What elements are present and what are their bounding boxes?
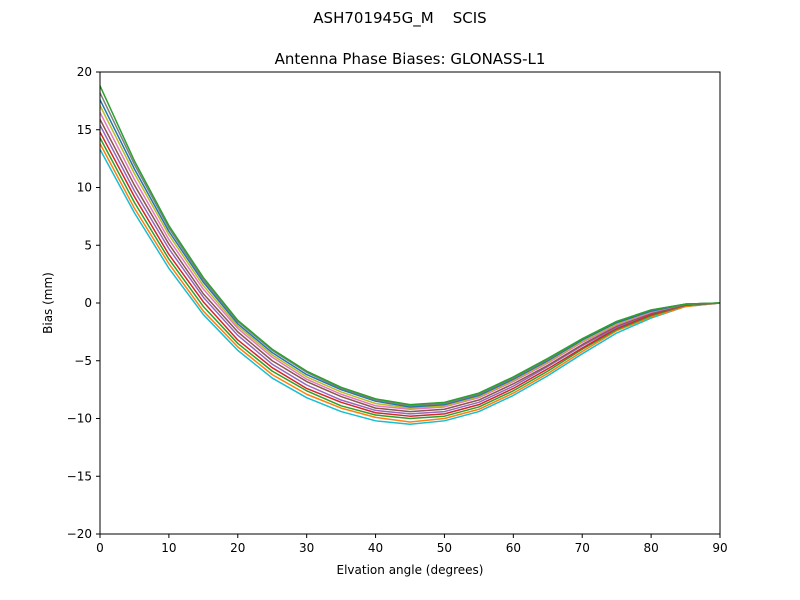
x-tick-label: 40: [368, 541, 383, 555]
series-line-7: [99, 112, 721, 411]
series-line-5: [99, 124, 721, 415]
y-tick-label: 5: [84, 238, 92, 252]
series-line-10: [99, 92, 721, 407]
plot-frame: [99, 71, 721, 535]
x-tick-label: 80: [643, 541, 658, 555]
series-line-3: [99, 137, 721, 420]
x-tick-label: 90: [712, 541, 727, 555]
series-line-2: [99, 143, 721, 423]
series-line-9: [99, 99, 721, 408]
y-tick-label: −5: [74, 354, 92, 368]
x-tick-label: 60: [506, 541, 521, 555]
series-line-4: [99, 131, 721, 417]
series-layer: [99, 85, 721, 426]
chart-title: Antenna Phase Biases: GLONASS-L1: [275, 50, 546, 68]
series-line-8: [99, 105, 721, 409]
y-tick-label: 15: [77, 123, 92, 137]
x-tick-label: 0: [96, 541, 104, 555]
x-axis-label: Elvation angle (degrees): [337, 563, 484, 577]
series-line-11: [99, 85, 721, 406]
x-tick-label: 20: [230, 541, 245, 555]
y-axis-label: Bias (mm): [41, 272, 55, 334]
y-tick-label: −15: [67, 469, 92, 483]
y-tick-label: 10: [77, 181, 92, 195]
x-tick-label: 50: [437, 541, 452, 555]
x-tick-label: 10: [161, 541, 176, 555]
x-tick-label: 30: [299, 541, 314, 555]
x-tick-label: 70: [575, 541, 590, 555]
series-line-1: [99, 149, 721, 426]
axes-layer: 0 10 20 30 40 50 60 70 80 90 −20 −15 −10 −5 0 5 10 15 20: [67, 65, 728, 555]
figure-suptitle: ASH701945G_M SCIS: [313, 9, 487, 27]
y-tick-label: −20: [67, 527, 92, 541]
series-line-6: [99, 119, 721, 413]
y-tick-label: 20: [77, 65, 92, 79]
y-tick-label: 0: [84, 296, 92, 310]
y-tick-label: −10: [67, 412, 92, 426]
